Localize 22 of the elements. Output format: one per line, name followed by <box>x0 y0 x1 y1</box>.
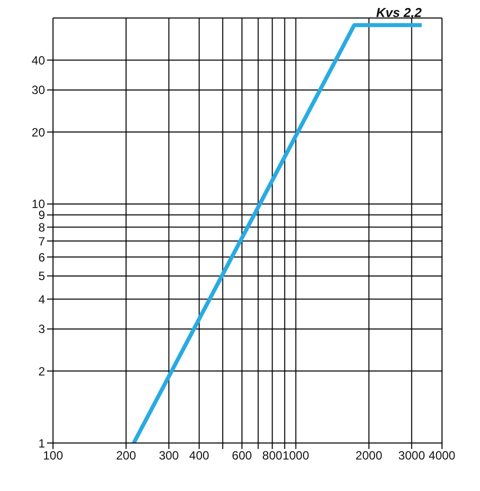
x-tick-label: 4000 <box>428 448 456 463</box>
y-tick-label: 7 <box>38 234 46 248</box>
y-tick-label: 3 <box>38 322 46 336</box>
x-tick-label: 400 <box>189 448 210 463</box>
x-tick-label: 2000 <box>356 448 383 463</box>
x-tick-label: 1000 <box>282 448 310 463</box>
y-tick-label: 1 <box>38 436 46 450</box>
x-tick-label: 3000 <box>398 448 426 463</box>
y-tick-label: 40 <box>32 53 46 68</box>
y-tick-label: 4 <box>38 292 46 306</box>
series-label: Kvs 2,2 <box>376 5 422 20</box>
x-tick-label: 100 <box>42 448 64 463</box>
y-tick-label: 2 <box>38 364 46 378</box>
y-tick-label: 20 <box>32 125 46 140</box>
x-tick-label: 800 <box>262 448 283 463</box>
x-tick-label: 300 <box>158 448 180 463</box>
x-tick-label: 600 <box>232 448 252 463</box>
y-tick-label: 30 <box>32 83 46 98</box>
y-tick-label: 6 <box>38 250 46 264</box>
y-tick-label: 5 <box>38 269 46 284</box>
x-tick-label: 200 <box>116 448 136 463</box>
y-tick-label: 8 <box>38 220 46 234</box>
